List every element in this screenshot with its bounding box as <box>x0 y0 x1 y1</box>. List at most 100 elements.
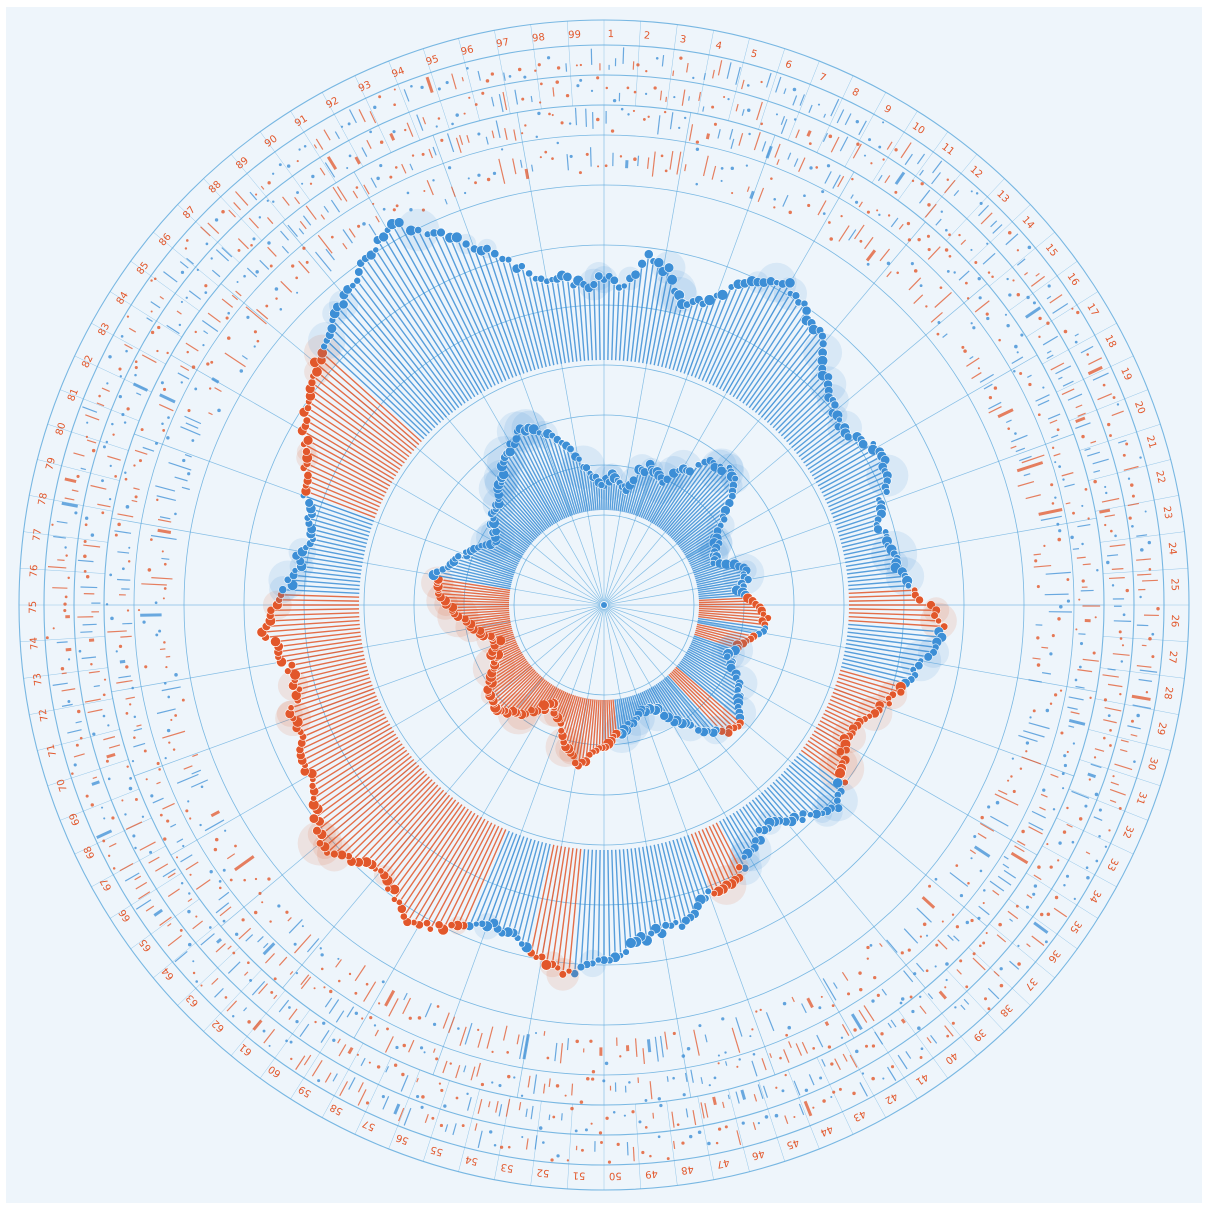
band-dot <box>535 135 538 139</box>
band-dash <box>956 969 962 975</box>
band-dash <box>990 220 998 228</box>
band-dot <box>208 387 212 390</box>
angular-tick-label: 29 <box>1154 721 1167 736</box>
band-dash <box>806 997 814 1009</box>
lollipop-stem <box>809 736 846 761</box>
lollipop-stem <box>304 723 391 773</box>
band-dot <box>83 569 87 573</box>
band-divider <box>20 568 106 574</box>
band-dot <box>596 117 600 122</box>
lollipop-stem <box>772 375 824 429</box>
band-dot <box>467 177 470 180</box>
band-dot <box>340 125 344 128</box>
band-dash <box>278 999 290 1013</box>
band-dot <box>1006 277 1009 281</box>
lollipop-stem <box>835 508 882 526</box>
band-dash <box>711 165 717 180</box>
band-dash <box>424 1113 429 1124</box>
band-dot <box>961 345 965 349</box>
lollipop-stem <box>800 749 846 784</box>
band-dash <box>651 151 656 177</box>
band-dot <box>866 210 870 214</box>
lollipop-stem <box>494 668 535 705</box>
band-dash <box>80 586 98 589</box>
band-dash <box>1107 668 1116 671</box>
lollipop-stem <box>644 482 663 520</box>
band-dash <box>361 147 368 157</box>
lollipop-stem <box>512 840 540 934</box>
band-dot <box>757 1122 760 1125</box>
band-dash <box>165 655 171 658</box>
band-dot <box>1071 840 1075 844</box>
lollipop-stem <box>679 303 704 373</box>
lollipop-stem <box>708 281 759 385</box>
band-dash <box>841 971 849 981</box>
band-dot <box>793 118 797 121</box>
band-divider <box>29 495 113 512</box>
band-dot <box>605 1116 609 1120</box>
band-dash <box>208 412 213 416</box>
angular-tick-label: 78 <box>37 492 50 507</box>
band-dot <box>67 700 71 703</box>
band-divider <box>787 60 820 141</box>
band-dot <box>1034 559 1038 563</box>
band-dash <box>188 290 202 300</box>
band-dot <box>965 985 969 989</box>
band-dash <box>1038 508 1063 516</box>
band-divider <box>177 947 240 1006</box>
lollipop-head <box>637 259 647 269</box>
lollipop-stem <box>657 291 676 367</box>
band-dot <box>564 1094 567 1097</box>
band-dash <box>1046 295 1052 300</box>
band-dash <box>884 175 891 184</box>
band-dot <box>1050 483 1054 487</box>
lollipop-stem <box>302 551 363 564</box>
band-dash <box>817 200 827 216</box>
band-dash <box>524 168 530 180</box>
lollipop-stem <box>301 706 382 744</box>
band-dot <box>1122 613 1126 617</box>
lollipop-stem <box>712 824 740 879</box>
band-dot <box>906 221 911 226</box>
band-dot <box>74 511 78 515</box>
band-dot <box>723 95 726 99</box>
band-dot <box>819 1076 823 1080</box>
band-dash <box>1053 907 1068 918</box>
lollipop-stem <box>580 849 590 968</box>
lollipop-stem <box>496 837 529 930</box>
lollipop-stem <box>313 749 408 820</box>
lollipop-stem <box>310 533 367 548</box>
band-dash <box>224 352 246 368</box>
angular-tick-label: 76 <box>29 564 41 577</box>
band-divider <box>458 1089 480 1172</box>
band-dash <box>987 987 1000 1000</box>
band-dash <box>886 1066 897 1081</box>
angular-tick-label: 36 <box>1046 948 1063 965</box>
band-dot <box>195 980 199 983</box>
band-dot <box>133 736 136 739</box>
band-dot <box>163 837 167 841</box>
band-dot <box>1089 696 1092 700</box>
lollipop-head <box>801 305 812 316</box>
band-dot <box>1061 772 1065 775</box>
band-dash <box>676 151 682 175</box>
band-dash <box>157 518 172 523</box>
lollipop-stem <box>266 619 360 628</box>
band-dot <box>64 546 67 549</box>
lollipop-stem <box>501 465 549 529</box>
band-dot <box>290 1057 293 1061</box>
lollipop-stem <box>829 699 870 717</box>
lollipop-stem <box>786 399 834 443</box>
lollipop-head <box>806 811 814 819</box>
band-dash <box>1139 669 1158 673</box>
lollipop-stem <box>618 849 627 953</box>
band-dash <box>156 708 176 715</box>
lollipop-head <box>843 432 853 442</box>
angular-tick-label: 15 <box>1043 242 1060 259</box>
band-dot <box>655 56 659 60</box>
lollipop-head <box>923 652 933 662</box>
lollipop-head <box>517 262 526 271</box>
lollipop-stem <box>480 250 525 374</box>
band-dot <box>830 1095 833 1099</box>
band-dot <box>647 115 650 118</box>
